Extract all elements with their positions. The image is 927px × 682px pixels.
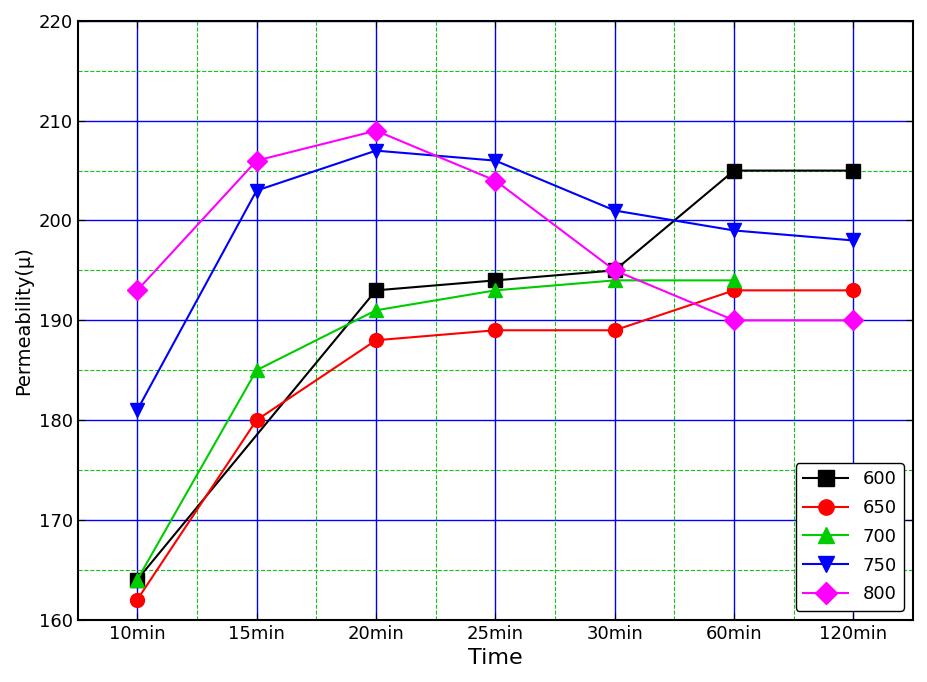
800 <box>848 316 859 325</box>
700 <box>489 286 501 295</box>
800 <box>729 316 740 325</box>
650 <box>848 286 859 295</box>
800 <box>371 127 382 135</box>
750 <box>371 147 382 155</box>
750 <box>489 156 501 164</box>
600 <box>729 166 740 175</box>
700 <box>251 366 262 374</box>
Line: 650: 650 <box>131 284 860 607</box>
650 <box>609 326 620 334</box>
600 <box>132 576 143 584</box>
X-axis label: Time: Time <box>468 648 523 668</box>
Legend: 600, 650, 700, 750, 800: 600, 650, 700, 750, 800 <box>795 463 904 610</box>
Line: 700: 700 <box>131 273 741 587</box>
600 <box>848 166 859 175</box>
700 <box>609 276 620 284</box>
Line: 600: 600 <box>131 164 860 587</box>
750 <box>848 237 859 245</box>
600 <box>489 276 501 284</box>
Line: 800: 800 <box>131 123 860 327</box>
650 <box>729 286 740 295</box>
600 <box>609 266 620 274</box>
800 <box>609 266 620 274</box>
650 <box>251 416 262 424</box>
750 <box>609 207 620 215</box>
Line: 750: 750 <box>131 144 860 417</box>
750 <box>132 406 143 414</box>
650 <box>132 595 143 604</box>
750 <box>729 226 740 235</box>
Y-axis label: Permeability(μ): Permeability(μ) <box>14 246 32 395</box>
750 <box>251 186 262 194</box>
650 <box>371 336 382 344</box>
600 <box>371 286 382 295</box>
800 <box>251 156 262 164</box>
700 <box>132 576 143 584</box>
800 <box>132 286 143 295</box>
700 <box>371 306 382 314</box>
800 <box>489 177 501 185</box>
700 <box>729 276 740 284</box>
650 <box>489 326 501 334</box>
